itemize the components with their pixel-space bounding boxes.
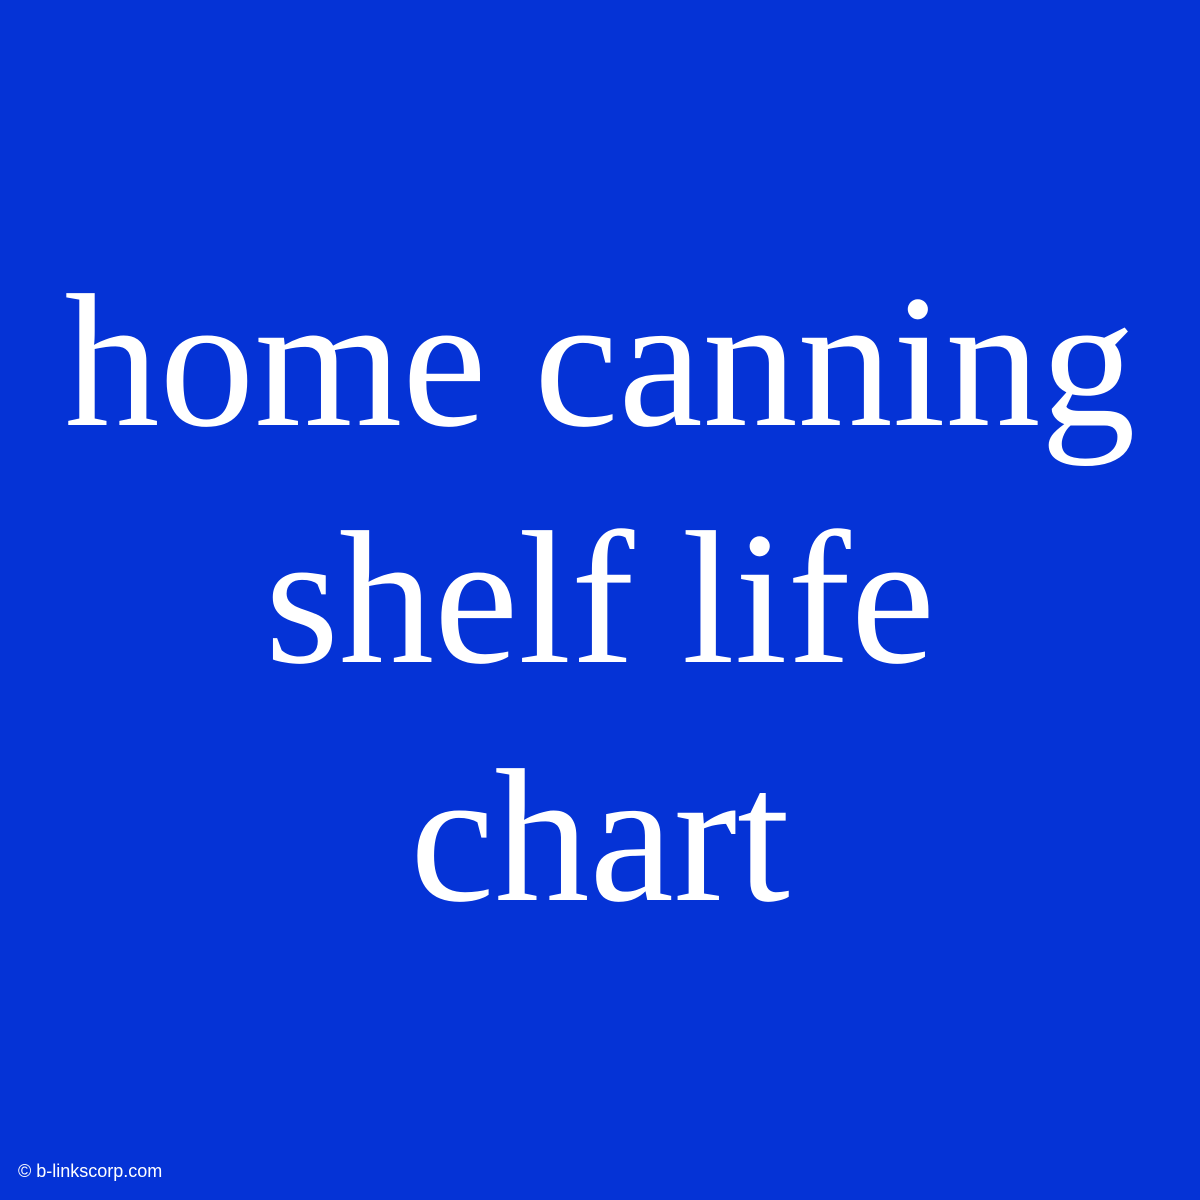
attribution-text: © b-linkscorp.com xyxy=(18,1161,162,1182)
card-container: home canning shelf life chart © b-linksc… xyxy=(0,0,1200,1200)
main-heading: home canning shelf life chart xyxy=(0,244,1200,957)
